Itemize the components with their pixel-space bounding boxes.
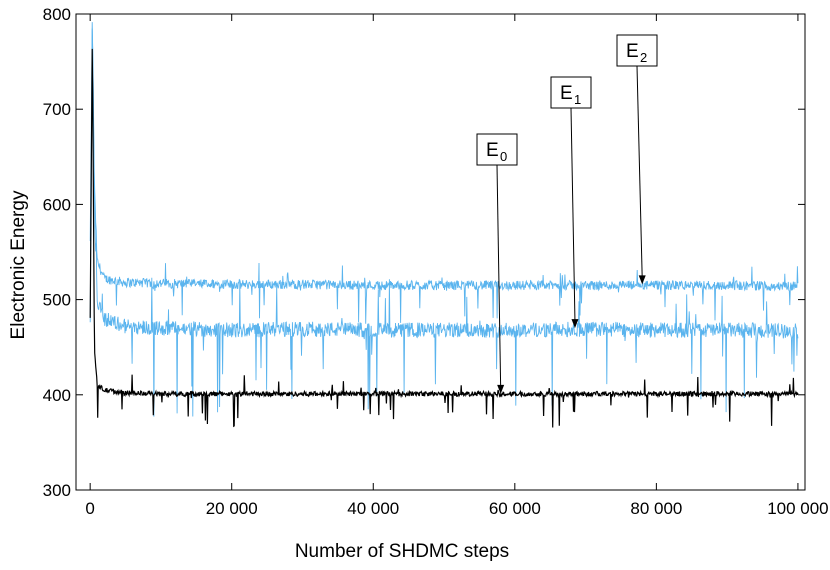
x-tick-label: 60 000 [489, 499, 541, 518]
y-tick-label: 300 [43, 481, 71, 500]
annotation-arrow [636, 65, 643, 279]
y-tick-label: 800 [43, 5, 71, 24]
x-axis: 0 20 000 40 000 60 000 80 000 100 000 [85, 14, 829, 518]
x-axis-title: Number of SHDMC steps [295, 541, 509, 562]
y-tick-label: 600 [43, 195, 71, 214]
annotation-subscript: 0 [500, 149, 507, 164]
annotation-label: E [626, 41, 639, 62]
y-tick-label: 400 [43, 386, 71, 405]
plot-frame [75, 13, 806, 491]
x-tick-label: 80 000 [630, 499, 682, 518]
y-axis-title: Electronic Energy [8, 190, 29, 339]
annotation-arrowhead [638, 275, 646, 285]
annotation-subscript: 1 [574, 92, 581, 107]
series-layer [89, 22, 799, 428]
x-tick-label: 100 000 [767, 499, 828, 518]
series-line [89, 28, 799, 417]
series-line [89, 22, 799, 324]
y-axis: 300 400 500 600 700 800 [43, 5, 805, 500]
annotation-box [616, 34, 658, 67]
annotation-arrowhead [571, 319, 579, 329]
annotation-arrow [496, 164, 502, 388]
annotation-box [550, 76, 592, 109]
annotation-layer: E 0E 1E 2 [476, 34, 658, 394]
x-tick-label: 20 000 [206, 499, 258, 518]
annotation-arrow [570, 107, 576, 323]
annotation-box [476, 133, 518, 166]
annotation-subscript: 2 [640, 50, 647, 65]
y-tick-label: 700 [43, 100, 71, 119]
annotation-arrowhead [497, 384, 505, 394]
x-tick-label: 0 [85, 499, 94, 518]
y-tick-label: 500 [43, 291, 71, 310]
x-tick-label: 40 000 [347, 499, 399, 518]
annotation-label: E [560, 83, 573, 104]
annotation-label: E [486, 140, 499, 161]
series-line [89, 48, 799, 428]
